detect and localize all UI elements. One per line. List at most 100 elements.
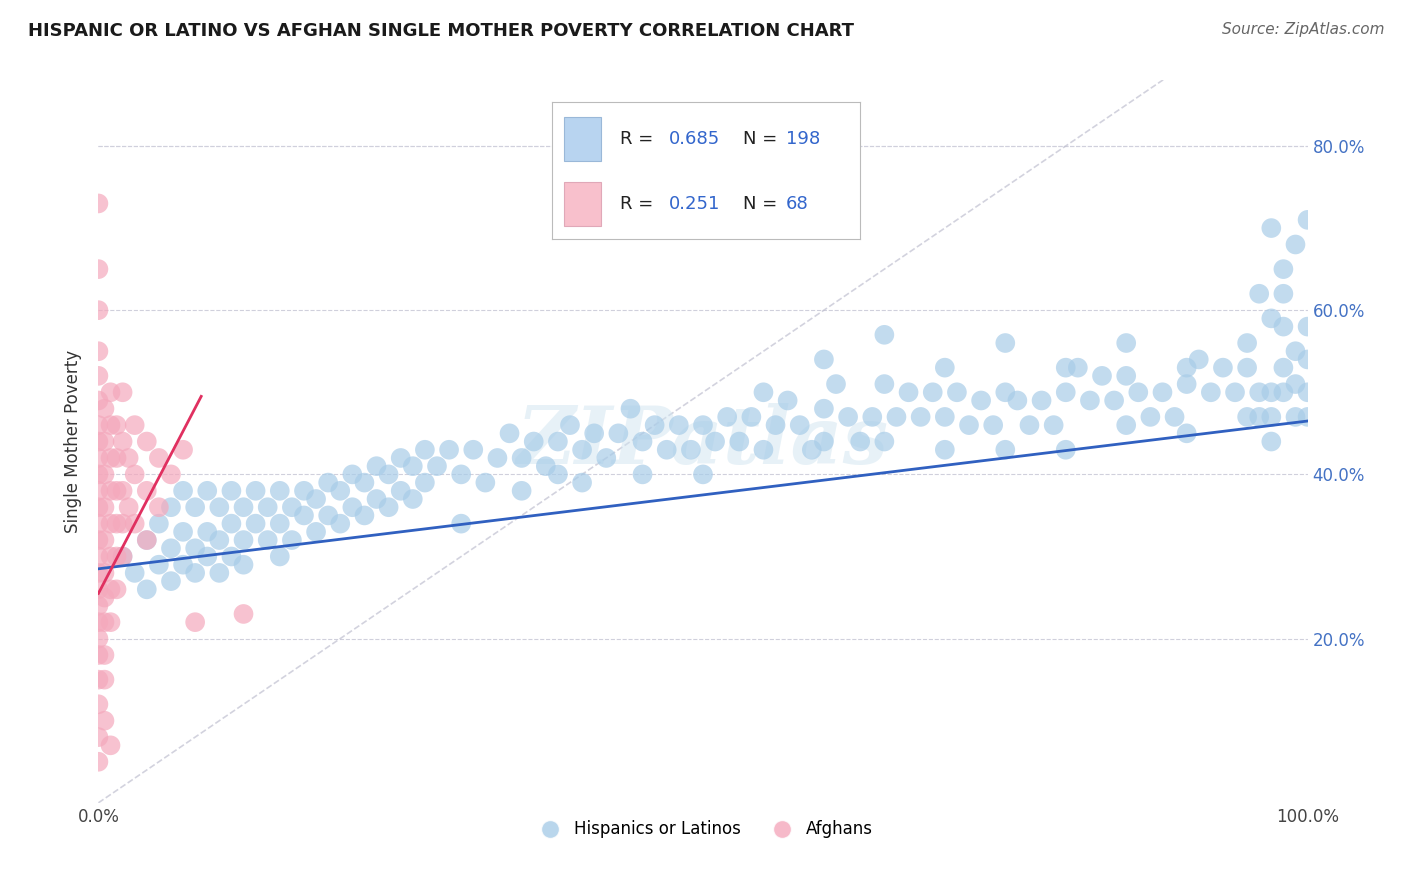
Point (994, 385, 1017, 400)
Point (1223, 385, 1246, 400)
Point (644, 418, 666, 433)
Point (619, 401, 641, 416)
Point (752, 442, 775, 457)
Point (160, 467, 183, 482)
Point (245, 516, 267, 531)
Point (813, 434, 835, 449)
Point (100, 385, 122, 400)
Point (135, 533, 157, 547)
Point (921, 385, 943, 400)
Point (221, 549, 243, 564)
Point (1199, 385, 1222, 400)
Point (957, 418, 980, 433)
Point (1128, 385, 1150, 400)
Point (740, 409, 762, 424)
Point (232, 558, 254, 572)
Point (1272, 262, 1295, 277)
Point (860, 409, 883, 424)
Point (148, 450, 170, 465)
Point (232, 500, 254, 515)
Point (256, 500, 278, 515)
Point (87, 549, 110, 564)
Point (558, 418, 581, 433)
Point (402, 491, 425, 506)
Point (93, 566, 115, 580)
Point (342, 467, 364, 482)
Point (269, 483, 291, 498)
Point (413, 442, 436, 457)
Point (87, 615, 110, 630)
Text: ZIPatlas: ZIPatlas (517, 403, 889, 480)
Point (232, 533, 254, 547)
Legend: Hispanics or Latinos, Afghans: Hispanics or Latinos, Afghans (527, 814, 879, 845)
Point (105, 549, 128, 564)
Point (172, 442, 194, 457)
Point (100, 483, 122, 498)
Point (316, 508, 339, 523)
Point (1296, 352, 1319, 367)
Point (329, 483, 352, 498)
Point (1236, 360, 1258, 375)
Point (607, 426, 630, 441)
Point (1054, 385, 1077, 400)
Point (87, 599, 110, 613)
Point (93, 467, 115, 482)
Point (668, 418, 690, 433)
Point (111, 483, 134, 498)
Point (87, 483, 110, 498)
Point (510, 483, 533, 498)
Point (316, 475, 339, 490)
Point (184, 541, 207, 556)
Point (450, 516, 472, 531)
Point (87, 516, 110, 531)
Point (1260, 221, 1282, 235)
Point (523, 434, 546, 449)
Point (970, 393, 993, 408)
Point (87, 467, 110, 482)
Point (148, 500, 170, 515)
Point (124, 516, 146, 531)
Point (342, 500, 364, 515)
Point (93, 591, 115, 605)
Point (87, 303, 110, 318)
Point (873, 327, 896, 342)
Point (148, 558, 170, 572)
Point (679, 442, 702, 457)
Point (377, 467, 399, 482)
Point (849, 434, 872, 449)
Point (208, 566, 231, 580)
Point (353, 475, 375, 490)
Point (93, 648, 115, 662)
Point (93, 401, 115, 416)
Point (692, 467, 714, 482)
Point (437, 442, 460, 457)
Point (474, 475, 496, 490)
Point (184, 615, 207, 630)
Point (1296, 385, 1319, 400)
Point (87, 582, 110, 597)
Point (813, 401, 835, 416)
Point (160, 500, 183, 515)
Point (366, 491, 388, 506)
Point (1260, 434, 1282, 449)
Point (825, 377, 848, 392)
Point (1212, 360, 1234, 375)
Point (1260, 409, 1282, 424)
Point (1260, 385, 1282, 400)
Point (87, 450, 110, 465)
Point (1031, 393, 1053, 408)
Point (87, 434, 110, 449)
Point (1249, 286, 1271, 301)
Point (269, 516, 291, 531)
Point (1091, 368, 1114, 383)
Point (704, 434, 727, 449)
Point (1102, 393, 1125, 408)
Point (111, 385, 134, 400)
Point (486, 450, 509, 465)
Point (172, 483, 194, 498)
Point (195, 524, 218, 539)
Point (1260, 311, 1282, 326)
Point (100, 418, 122, 433)
Point (510, 450, 533, 465)
Text: HISPANIC OR LATINO VS AFGHAN SINGLE MOTHER POVERTY CORRELATION CHART: HISPANIC OR LATINO VS AFGHAN SINGLE MOTH… (28, 22, 853, 40)
